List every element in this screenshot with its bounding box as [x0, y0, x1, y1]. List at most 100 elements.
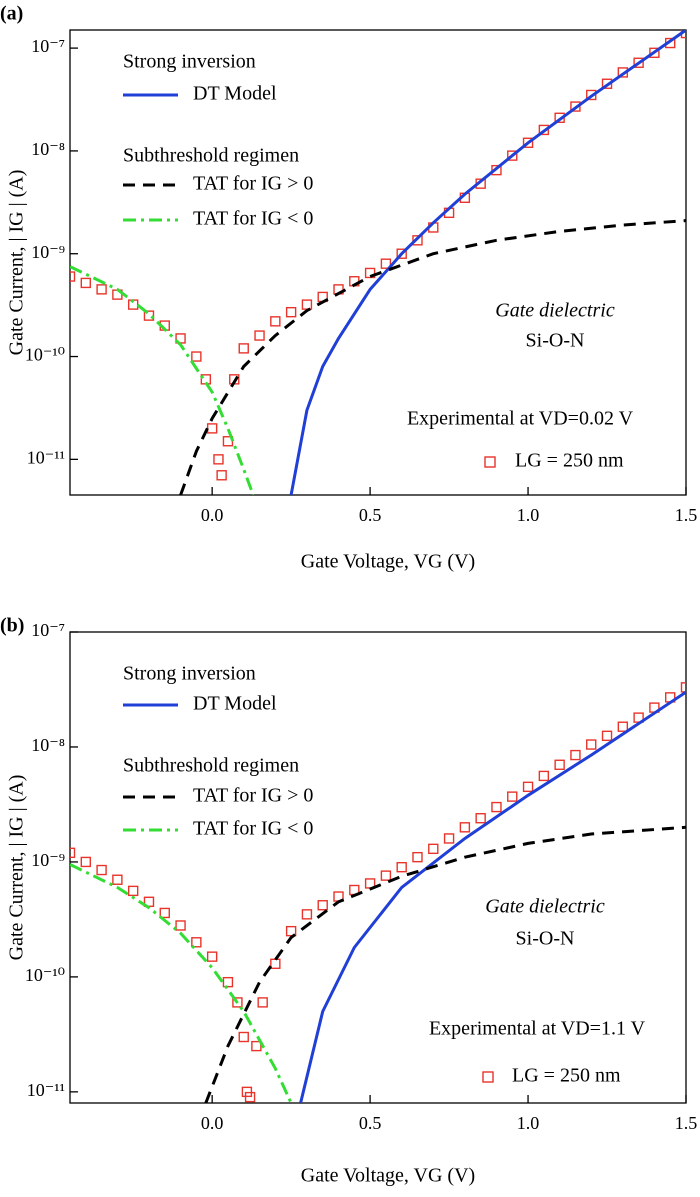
data-point — [617, 721, 629, 732]
annotation: Strong inversion — [123, 663, 256, 685]
data-point — [216, 470, 227, 481]
series-line — [289, 30, 686, 495]
annotation: Experimental at VD=0.02 V — [407, 408, 634, 430]
annotation: Strong inversion — [123, 51, 256, 73]
legend-label: DT Model — [193, 693, 277, 715]
x-axis-label: Gate Voltage, VG (V) — [301, 1165, 475, 1187]
plot-area — [70, 30, 686, 495]
annotation: Gate dielectric — [495, 300, 615, 322]
legend-label: TAT for IG > 0 — [193, 173, 313, 195]
data-point — [491, 801, 502, 813]
data-point — [232, 997, 243, 1008]
y-tick-label: 10⁻⁹ — [31, 242, 65, 262]
data-point — [522, 137, 534, 148]
x-tick-label: 0.0 — [201, 505, 224, 525]
data-point — [238, 343, 249, 354]
data-point — [443, 833, 455, 844]
series-line — [70, 265, 255, 495]
series-line — [179, 219, 686, 495]
data-point — [206, 951, 218, 962]
series-line — [299, 690, 686, 1103]
annotation: Gate dielectric — [485, 896, 605, 918]
data-point — [680, 682, 686, 693]
annotation: Subthreshold regimen — [123, 755, 299, 777]
data-point — [633, 57, 644, 68]
plot-area — [70, 682, 686, 1103]
data-point — [96, 284, 107, 295]
data-point — [412, 851, 423, 863]
data-point — [364, 267, 376, 279]
plot-frame — [69, 631, 687, 1104]
data-point — [241, 1086, 253, 1098]
data-point — [380, 258, 392, 269]
data-point — [570, 101, 581, 112]
x-tick-label: 0.0 — [201, 1113, 224, 1133]
data-point — [159, 907, 170, 919]
x-tick-label: 1.5 — [675, 1113, 698, 1133]
data-point — [112, 874, 123, 885]
annotation: Si-O-N — [516, 928, 575, 950]
data-point — [213, 454, 224, 465]
annotation: Si-O-N — [526, 330, 585, 352]
data-point — [428, 843, 439, 855]
data-point — [175, 920, 186, 931]
data-point — [554, 759, 565, 770]
data-point — [586, 739, 597, 750]
data-point — [270, 958, 281, 969]
data-point — [412, 235, 423, 246]
data-point — [191, 937, 202, 948]
panel-label: (a) — [0, 3, 23, 25]
y-tick-label: 10⁻⁹ — [31, 850, 65, 870]
data-point — [96, 864, 107, 876]
y-tick-label: 10⁻¹⁰ — [25, 965, 65, 985]
y-tick-label: 10⁻¹¹ — [27, 447, 65, 467]
annotation: Experimental at VD=1.1 V — [429, 1018, 646, 1040]
y-axis-label: Gate Current, | IG | (A) — [6, 170, 28, 356]
legend-label: TAT for IG > 0 — [193, 785, 313, 807]
data-point — [251, 1040, 262, 1052]
data-point — [80, 277, 91, 289]
data-point — [586, 89, 597, 101]
data-point — [244, 1091, 256, 1103]
data-point — [301, 909, 313, 920]
data-point — [70, 271, 76, 282]
data-point — [475, 813, 486, 824]
data-point — [507, 150, 518, 161]
annotation: Subthreshold regimen — [123, 145, 299, 167]
y-tick-label: 10⁻¹⁰ — [25, 345, 65, 365]
data-point — [570, 749, 581, 761]
data-point — [127, 885, 139, 897]
data-point — [257, 997, 268, 1008]
y-tick-label: 10⁻⁷ — [31, 36, 65, 56]
plot-frame — [69, 29, 687, 496]
data-point — [301, 299, 313, 310]
data-point — [206, 423, 218, 434]
data-point — [538, 124, 550, 136]
data-point — [601, 730, 613, 742]
legend-label: TAT for IG < 0 — [193, 208, 313, 230]
x-tick-label: 1.5 — [675, 505, 698, 525]
legend-label: TAT for IG < 0 — [193, 818, 313, 840]
data-point — [317, 900, 328, 911]
data-point — [649, 47, 660, 59]
data-point — [538, 770, 550, 782]
x-tick-label: 1.0 — [517, 1113, 540, 1133]
y-tick-label: 10⁻⁸ — [31, 139, 65, 159]
data-point — [80, 856, 91, 868]
data-point — [238, 1031, 249, 1043]
legend-label: LG = 250 nm — [515, 450, 624, 472]
legend-label: LG = 250 nm — [512, 1065, 621, 1087]
legend-marker — [484, 456, 496, 468]
data-point — [459, 822, 471, 833]
data-point — [396, 861, 407, 873]
y-tick-label: 10⁻¹¹ — [27, 1080, 65, 1100]
x-tick-label: 0.5 — [359, 505, 382, 525]
data-point — [70, 847, 76, 859]
x-tick-label: 1.0 — [517, 505, 540, 525]
data-point — [396, 248, 407, 259]
legend-marker — [482, 1071, 494, 1083]
data-point — [254, 330, 265, 341]
x-tick-label: 0.5 — [359, 1113, 382, 1133]
data-point — [285, 306, 297, 318]
